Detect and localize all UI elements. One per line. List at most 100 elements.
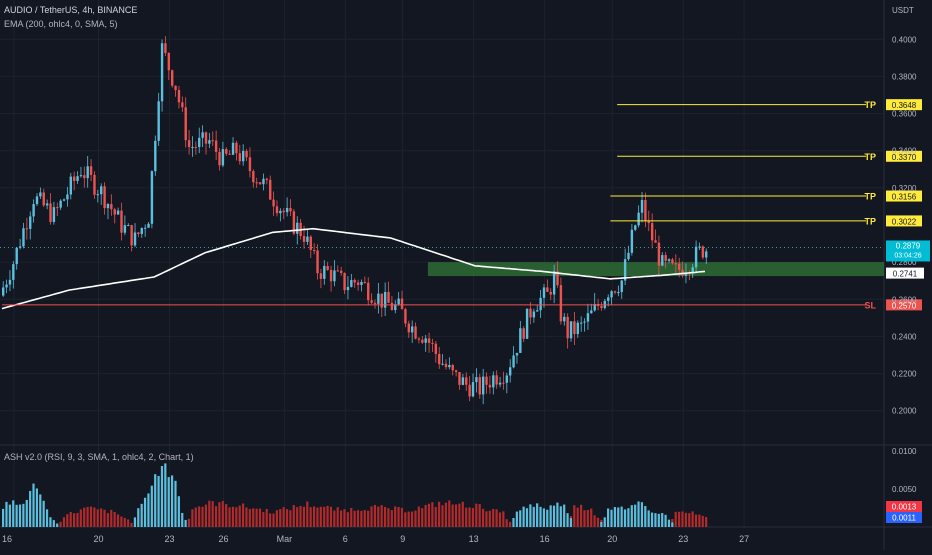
ash-bear-bar: [353, 510, 356, 527]
candle-body: [164, 43, 167, 54]
candle-body: [667, 259, 671, 261]
candle-body: [617, 292, 620, 294]
candle-body: [116, 210, 120, 215]
candle-body: [201, 132, 204, 138]
candle-body: [532, 311, 536, 318]
candle-body: [691, 267, 694, 274]
candle-body: [417, 338, 421, 340]
candle-body: [340, 270, 343, 273]
candle-body: [448, 365, 451, 368]
ash-bull-bar: [630, 505, 633, 527]
ash-bear-bar: [255, 508, 258, 527]
candle-body: [546, 287, 549, 292]
ash-bear-bar: [363, 510, 366, 527]
ash-bull-bar: [539, 506, 542, 527]
candle-body: [282, 210, 285, 213]
ash-bear-bar: [296, 507, 299, 527]
ash-bull-bar: [137, 508, 140, 527]
candle-body: [69, 176, 72, 195]
time-tick-label: 6: [343, 534, 348, 544]
ash-bear-bar: [475, 503, 478, 527]
ash-bear-bar: [194, 507, 197, 527]
candle-body: [292, 211, 296, 234]
ash-bull-bar: [171, 475, 174, 527]
ash-bull-bar: [45, 509, 49, 527]
candle-body: [694, 246, 698, 268]
ash-bull-bar: [160, 465, 164, 527]
candle-body: [404, 309, 407, 324]
tp-level-label: TP: [864, 192, 876, 202]
tp-price-tag: [886, 215, 922, 227]
candle-body: [59, 200, 62, 208]
ash-bear-bar: [66, 514, 69, 527]
ash-bear-bar: [400, 507, 404, 527]
price-tick-label: 0.2600: [892, 295, 917, 304]
candle-body: [394, 304, 397, 311]
candle-body: [181, 102, 184, 108]
ash-bull-bar: [147, 493, 150, 527]
tp-price-tag-text: 0.3648: [892, 101, 917, 110]
ash-bear-bar: [502, 511, 505, 527]
candle-body: [559, 285, 563, 322]
candle-body: [113, 209, 116, 215]
candle-body: [22, 228, 25, 247]
ash-bear-bar: [394, 506, 397, 527]
ema-price-tag-text: 0.2741: [893, 270, 918, 279]
candle-body: [492, 375, 495, 388]
ash-bear-bar: [495, 509, 498, 527]
candle-body: [137, 232, 140, 234]
ema-indicator-label[interactable]: EMA (200, ohlc4, 0, SMA, 5): [4, 19, 118, 29]
price-tick-label: 0.2800: [892, 258, 917, 267]
ash-indicator-label[interactable]: ASH v2.0 (RSI, 9, 3, SMA, 1, ohlc4, 2, C…: [4, 452, 194, 462]
ash-bear-bar: [451, 504, 454, 527]
candle-body: [380, 293, 383, 308]
candle-body: [454, 370, 458, 373]
ash-bull-bar: [627, 508, 630, 527]
candle-body: [536, 310, 539, 312]
ash-bull-bar: [2, 508, 5, 527]
ash-bull-bar: [140, 503, 143, 527]
candle-body: [123, 225, 127, 233]
ash-bull-bar: [35, 488, 38, 527]
candle-body: [204, 132, 208, 144]
candle-body: [167, 53, 171, 71]
candle-body: [252, 171, 255, 183]
candle-body: [488, 384, 492, 388]
candle-body: [15, 247, 18, 265]
candle-body: [160, 43, 164, 102]
candle-body: [610, 291, 613, 298]
candle-body: [312, 250, 316, 252]
candle-body: [143, 227, 147, 229]
candle-body: [302, 236, 306, 242]
ash-bear-bar: [110, 509, 113, 527]
ash-bull-bar: [607, 508, 610, 527]
ash-bear-bar: [454, 504, 458, 527]
candle-body: [96, 194, 100, 196]
ash-bear-bar: [93, 507, 96, 527]
candle-body: [465, 377, 468, 385]
candle-body: [346, 286, 350, 291]
ash-bull-bar: [164, 463, 167, 527]
tp-price-tag: [886, 99, 922, 111]
candle-body: [316, 250, 319, 274]
candle-body: [103, 186, 106, 209]
time-tick-label: Mar: [277, 534, 293, 544]
ema-line: [1, 227, 706, 310]
tp-price-tag: [886, 150, 922, 162]
ash-bear-bar: [583, 510, 586, 527]
ash-bear-bar: [187, 518, 191, 527]
ash-bear-bar: [674, 511, 677, 527]
time-tick-label: 26: [219, 534, 229, 544]
candle-body: [326, 266, 329, 270]
candle-body: [49, 203, 52, 222]
candle-body: [309, 236, 312, 251]
ash-bear-tag: [886, 501, 922, 512]
ash-bull-bar: [32, 483, 35, 527]
ash-bear-bar: [231, 506, 235, 527]
candle-body: [100, 186, 103, 195]
candle-body: [698, 246, 701, 248]
symbol-title[interactable]: AUDIO / TetherUS, 4h, BINANCE: [4, 5, 138, 15]
current-price-tag-text: 0.2879: [896, 241, 921, 250]
